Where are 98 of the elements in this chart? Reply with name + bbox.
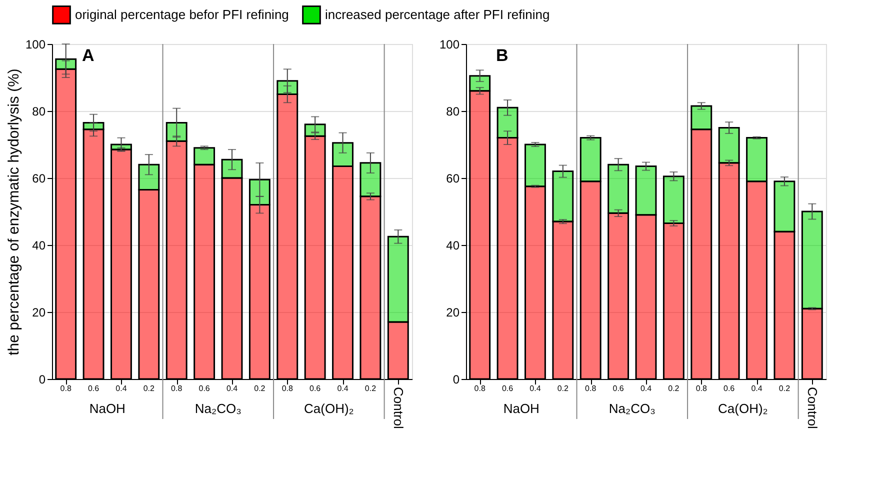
y-tick-label: 60 [32, 172, 46, 186]
x-tick-label: 0.4 [751, 384, 763, 393]
text: NaOH [503, 401, 540, 416]
bar [82, 128, 104, 380]
text: Ca(OH)₂ [304, 401, 354, 416]
bar [718, 127, 740, 164]
x-tick-label: 0.6 [724, 384, 736, 393]
bar [746, 137, 768, 182]
y-tick-label: 100 [25, 38, 46, 52]
x-tick-label: 0.2 [557, 384, 570, 393]
x-tick-label: 0.8 [474, 384, 486, 393]
bar [552, 220, 574, 380]
bar [662, 176, 684, 224]
bar [138, 188, 160, 380]
bar [194, 147, 216, 166]
x-tick-label: Control [805, 387, 820, 430]
y-axis-title: the percentage of enzymatic hydorlysis (%) [5, 68, 22, 356]
bar [276, 94, 298, 380]
x-tick-label: 0.4 [226, 384, 238, 393]
x-tick-label: 0.8 [585, 384, 597, 393]
x-tick-label: 0.6 [612, 384, 624, 393]
x-tick-label: 0.8 [282, 384, 294, 393]
bar [248, 204, 270, 380]
bar [138, 164, 160, 190]
y-tick-label: 100 [439, 38, 460, 52]
y-tick-label: 60 [446, 172, 460, 186]
bar [496, 106, 518, 139]
bar [608, 212, 630, 380]
bar [55, 68, 77, 380]
y-tick-label: 0 [38, 372, 46, 386]
x-tick-label: 0.4 [640, 384, 652, 393]
bar [580, 137, 602, 182]
bar [332, 166, 354, 380]
bar [194, 164, 216, 380]
bar [110, 148, 132, 380]
y-tick-label: 20 [32, 306, 46, 320]
text: Na₂CO₃ [194, 401, 242, 416]
chart-title: A [82, 46, 94, 65]
bar [774, 230, 796, 380]
text: Ca(OH)₂ [718, 401, 768, 416]
x-tick-label: 0.6 [502, 384, 514, 393]
bar [552, 170, 574, 222]
bar [304, 135, 326, 380]
x-tick-label: Control [391, 387, 406, 430]
bar [690, 128, 712, 380]
bar [82, 122, 104, 130]
bar [469, 75, 491, 92]
x-tick-label: 0.2 [778, 384, 791, 393]
bar [635, 166, 657, 216]
bar [801, 308, 823, 380]
bar [662, 222, 684, 380]
y-tick-label: 40 [446, 238, 460, 252]
bar [774, 180, 796, 232]
text: Na₂CO₃ [608, 401, 656, 416]
x-tick-label: 0.8 [171, 384, 183, 393]
x-tick-label: 0.6 [198, 384, 210, 393]
bar [635, 214, 657, 380]
bar [690, 105, 712, 130]
y-tick-label: 80 [32, 104, 46, 118]
bar [166, 122, 188, 142]
chart-title: B [496, 46, 508, 65]
x-tick-label: 0.6 [310, 384, 322, 393]
x-tick-label: 0.4 [530, 384, 542, 393]
bar [608, 164, 630, 214]
x-tick-label: 0.8 [696, 384, 708, 393]
x-tick-label: 0.8 [60, 384, 72, 393]
x-tick-label: 0.6 [88, 384, 100, 393]
bar [332, 142, 354, 168]
y-tick-label: 0 [452, 372, 460, 386]
bar [469, 90, 491, 380]
bar [801, 210, 823, 310]
bar [360, 196, 382, 380]
bar [387, 321, 409, 380]
bar [580, 180, 602, 380]
x-tick-label: 0.2 [668, 384, 680, 393]
bar [248, 178, 270, 206]
bar [387, 236, 409, 323]
bar [55, 58, 77, 70]
bar [221, 177, 243, 380]
bar [524, 186, 546, 380]
bar [718, 162, 740, 380]
bar [524, 144, 546, 188]
x-tick-label: 0.2 [143, 384, 156, 393]
x-tick-label: 0.2 [254, 384, 266, 393]
bar [166, 140, 188, 380]
y-tick-label: 20 [446, 306, 460, 320]
bar [496, 137, 518, 380]
bar [221, 158, 243, 179]
text: NaOH [89, 401, 126, 416]
legend-label: original percentage befor PFI refining [75, 6, 289, 22]
x-tick-label: 0.2 [364, 384, 377, 393]
legend-label: increased percentage after PFI refining [325, 6, 550, 22]
y-tick-label: 40 [32, 238, 46, 252]
y-tick-label: 80 [446, 104, 460, 118]
bar [746, 180, 768, 380]
bar [360, 162, 382, 198]
x-tick-label: 0.4 [116, 384, 128, 393]
x-tick-label: 0.4 [337, 384, 349, 393]
